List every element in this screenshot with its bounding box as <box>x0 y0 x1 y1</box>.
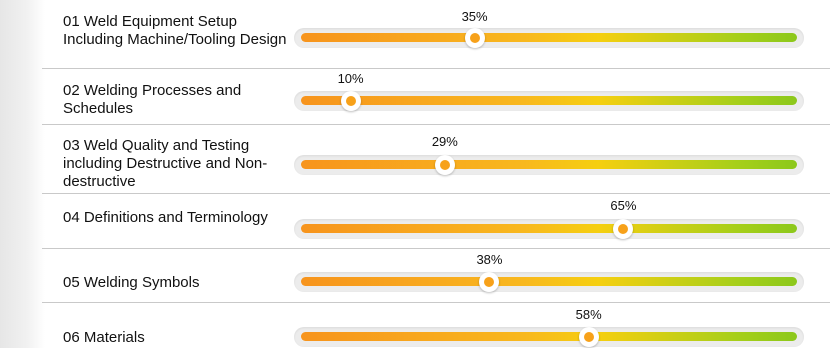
row-divider <box>42 68 830 69</box>
percent-label: 65% <box>610 198 637 213</box>
progress-row: 05 Welding Symbols 38% <box>0 249 830 303</box>
knob-dot <box>345 96 356 106</box>
percent-label: 38% <box>476 252 503 267</box>
progress-row: 01 Weld Equipment Setup Including Machin… <box>0 0 830 69</box>
progress-fill <box>301 155 797 175</box>
knob-dot <box>618 224 629 234</box>
progress-fill <box>301 272 797 292</box>
knob-dot <box>439 160 450 170</box>
progress-fill <box>301 28 797 48</box>
row-divider <box>42 248 830 249</box>
row-label: 06 Materials <box>63 329 145 346</box>
progress-knob[interactable] <box>578 327 599 347</box>
progress-fill <box>301 91 797 111</box>
progress-row: 02 Welding Processes and Schedules 10% <box>0 69 830 125</box>
progress-track <box>294 327 804 347</box>
row-divider <box>42 193 830 194</box>
progress-fill <box>301 327 797 347</box>
row-label: 05 Welding Symbols <box>63 274 200 291</box>
progress-row: 03 Weld Quality and Testing including De… <box>0 125 830 194</box>
progress-track <box>294 91 804 111</box>
percent-label: 58% <box>575 307 602 322</box>
row-divider <box>42 124 830 125</box>
progress-track <box>294 219 804 239</box>
row-label: 01 Weld Equipment Setup Including Machin… <box>63 13 287 48</box>
knob-dot <box>484 277 495 287</box>
percent-label: 29% <box>431 134 458 149</box>
progress-track <box>294 155 804 175</box>
progress-knob[interactable] <box>434 155 455 175</box>
progress-knob[interactable] <box>479 272 500 292</box>
progress-track <box>294 28 804 48</box>
progress-knob[interactable] <box>464 28 485 48</box>
row-label: 02 Welding Processes and Schedules <box>63 82 242 117</box>
knob-dot <box>583 332 594 342</box>
row-label: 04 Definitions and Terminology <box>63 209 268 226</box>
percent-label: 10% <box>337 71 364 86</box>
progress-fill <box>301 219 797 239</box>
progress-knob[interactable] <box>340 91 361 111</box>
knob-dot <box>469 33 480 43</box>
row-label: 03 Weld Quality and Testing including De… <box>63 137 268 190</box>
row-divider <box>42 302 830 303</box>
progress-row: 04 Definitions and Terminology 65% <box>0 194 830 249</box>
progress-track <box>294 272 804 292</box>
progress-knob[interactable] <box>613 219 634 239</box>
left-background-strip <box>0 0 45 348</box>
progress-row: 06 Materials 58% <box>0 303 830 348</box>
percent-label: 35% <box>461 9 488 24</box>
